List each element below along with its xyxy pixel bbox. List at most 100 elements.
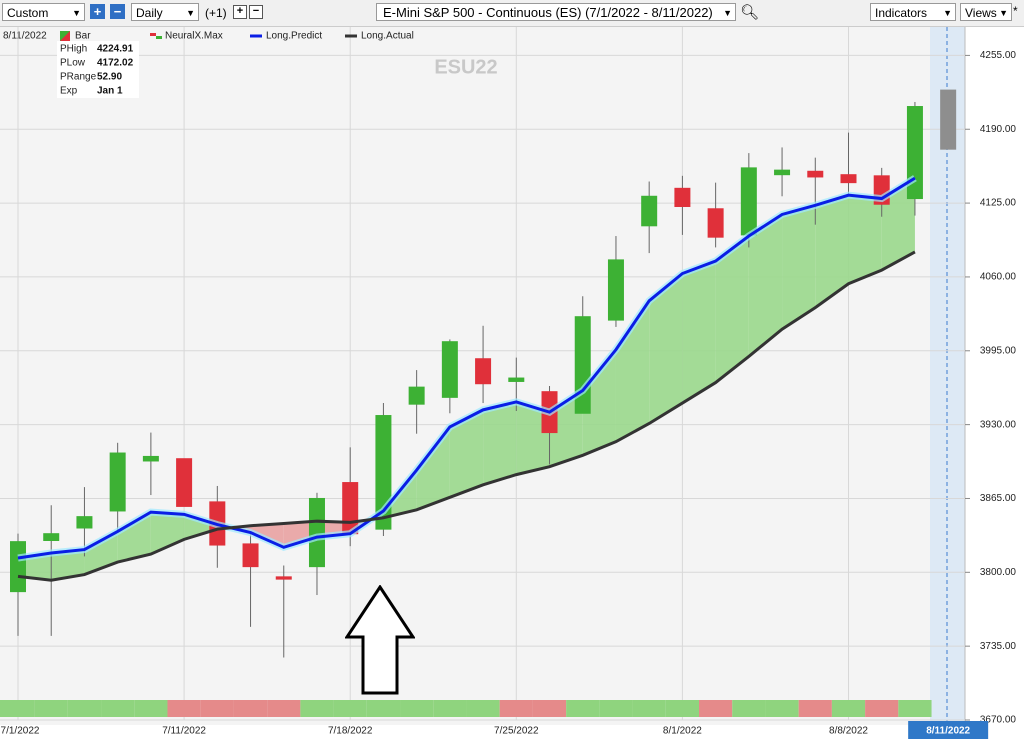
zoom-out[interactable]: − [110,4,125,19]
legend-label: Long.Predict [266,31,322,42]
indicators-select[interactable]: Indicators [870,3,956,22]
arrow-annotation [345,585,415,695]
neuralx-strip [699,700,733,717]
neuralx-strip [499,700,533,717]
neuralx-strip [0,700,35,717]
offset-plus[interactable]: + [233,5,247,19]
y-tick-label: 3865.00 [980,493,1017,504]
candle-body [508,377,525,382]
candle-body [641,195,658,227]
candle-body [740,167,757,236]
candle-body [308,497,325,568]
y-tick-label: 3670.00 [980,715,1017,726]
toolbar: Custom + − Daily (+1) + − E-Mini S&P 500… [0,0,1024,27]
neuralx-strip [366,700,401,717]
neuralx-strip [167,700,201,717]
y-tick-label: 3735.00 [980,641,1017,652]
candle-body [475,358,492,385]
candle-body [774,169,791,176]
spread-fill [416,426,450,510]
info-label: Exp [60,86,78,97]
neuralx-strip [665,700,700,717]
neuralx-strip [732,700,766,717]
period-select[interactable]: Daily [131,3,199,22]
candle-body [807,170,824,178]
neuralx-strip [267,700,301,717]
info-value: 4172.02 [97,58,134,69]
views-select[interactable]: Views [960,3,1012,22]
candle-body [574,316,591,414]
candle-body [242,543,259,568]
legend-label: Long.Actual [361,31,414,42]
neuralx-strip [798,700,832,717]
spread-fill [184,514,218,540]
neuralx-strip [101,700,135,717]
search-icon[interactable]: 🔍︎ [740,4,760,21]
x-tick-label: 8/8/2022 [829,726,868,737]
neuralx-strip [400,700,434,717]
y-tick-label: 3800.00 [980,567,1017,578]
spread-fill [51,549,85,581]
neuralx-strip [200,700,234,717]
neuralx-strip [532,700,567,717]
up-arrow [345,585,415,695]
info-label: PRange [60,72,97,83]
candle-body [275,576,292,580]
neuralx-strip [566,700,600,717]
spread-fill [748,214,783,357]
line-long-predict [17,176,916,560]
candle-body [109,452,126,512]
x-tick-label: 7/25/2022 [494,726,539,737]
symbol-box[interactable]: E-Mini S&P 500 - Continuous (ES) (7/1/20… [376,3,736,22]
legend-icon [60,31,70,41]
spread-fill [682,261,716,404]
spread-fill [516,401,550,475]
y-tick-label: 3995.00 [980,345,1017,356]
candle-body [408,386,425,405]
candle-body [176,458,193,507]
spread-fill [150,512,185,555]
neuralx-strip [34,700,68,717]
star: * [1013,4,1018,18]
offset: (+1) [205,6,227,20]
x-tick-label: 8/11/2022 [926,726,970,737]
spread-fill [582,349,616,456]
candle-body [142,455,159,462]
legend-icon [156,36,162,39]
neuralx-strip [632,700,666,717]
y-tick-label: 4190.00 [980,124,1017,135]
symbol: E-Mini S&P 500 - Continuous (ES) (7/1/20… [383,5,713,20]
y-tick-label: 4125.00 [980,198,1017,209]
neuralx-strip [765,700,799,717]
legend-label: NeuralX.Max [165,31,223,42]
x-label-highlight [908,721,989,739]
neuralx-strip [831,700,866,717]
spread-fill [649,273,683,424]
legend-label: Bar [75,31,91,42]
neuralx-strip [67,700,102,717]
legend-icon [150,33,156,36]
candle-body [375,415,392,530]
neuralx-strip [466,700,500,717]
candle-body [76,516,93,529]
template-select[interactable]: Custom [2,3,85,22]
neuralx-strip [333,700,367,717]
spread-fill [483,401,517,485]
neuralx-strip [233,700,268,717]
info-label: PLow [60,58,86,69]
y-tick-label: 3930.00 [980,419,1017,430]
neuralx-strip [865,700,899,717]
offset-minus[interactable]: − [249,5,263,19]
x-tick-label: 7/18/2022 [328,726,373,737]
info-value: Jan 1 [97,86,123,97]
x-tick-label: 7/11/2022 [162,726,206,737]
zoom-in[interactable]: + [90,4,105,19]
candle-body [906,106,923,200]
spread-fill [615,300,650,442]
info-value: 52.90 [97,72,122,83]
spread-fill [449,409,484,498]
candle-body [707,208,724,238]
cursor-date: 8/11/2022 [3,31,47,42]
candle-body [10,541,26,593]
